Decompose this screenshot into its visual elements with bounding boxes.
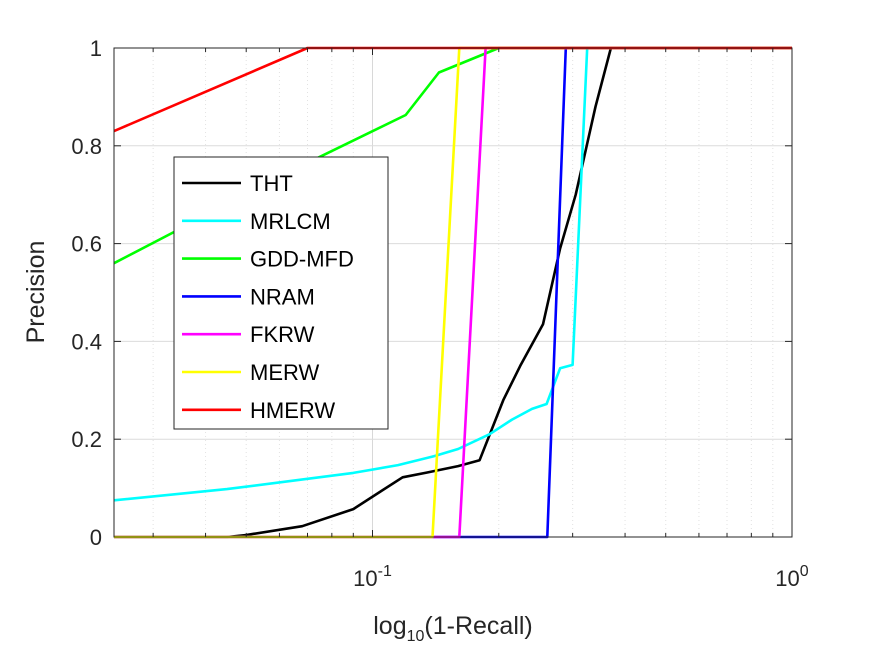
y-tick-label: 0.8: [71, 134, 102, 159]
legend: THT MRLCM GDD-MFD NRAM FKRW MERW HMERW: [173, 156, 389, 430]
axis-ticks: [114, 47, 793, 538]
legend-label-fkrw: FKRW: [250, 322, 315, 347]
legend-label-tht: THT: [250, 171, 293, 196]
legend-box: [173, 156, 389, 430]
legend-label-hmerw: HMERW: [250, 398, 335, 423]
plot-frame: [113, 47, 793, 538]
y-tick-label: 0: [90, 525, 102, 550]
x-axis-label-suffix: (1-Recall): [424, 612, 532, 640]
x-tick-label: 100: [775, 563, 808, 591]
y-tick-label: 0.4: [71, 329, 102, 354]
legend-label-nram: NRAM: [250, 284, 315, 309]
y-tick-labels: 0 0.2 0.4 0.6 0.8 1: [71, 36, 102, 550]
x-axis-label-subscript: 10: [407, 628, 425, 645]
legend-label-gdd-mfd: GDD-MFD: [250, 247, 354, 272]
x-tick-label: 10-1: [353, 563, 392, 591]
series-line-mrlcm: [113, 46, 792, 502]
x-tick-label-base: 10: [353, 566, 377, 591]
x-tick-labels: 10-1 100: [353, 563, 809, 591]
x-tick-label-exponent: -1: [378, 563, 392, 580]
y-tick-label: 0.6: [71, 232, 102, 257]
y-tick-label: 0.2: [71, 427, 102, 452]
y-axis-label: Precision: [22, 241, 50, 344]
x-axis-label: log10(1-Recall): [373, 612, 533, 645]
x-axis-label-prefix: log: [373, 612, 406, 640]
legend-label-merw: MERW: [250, 360, 319, 385]
y-tick-label: 1: [90, 36, 102, 61]
x-tick-label-exponent: 0: [800, 563, 809, 580]
legend-label-mrlcm: MRLCM: [250, 209, 331, 234]
x-tick-label-base: 10: [775, 566, 799, 591]
